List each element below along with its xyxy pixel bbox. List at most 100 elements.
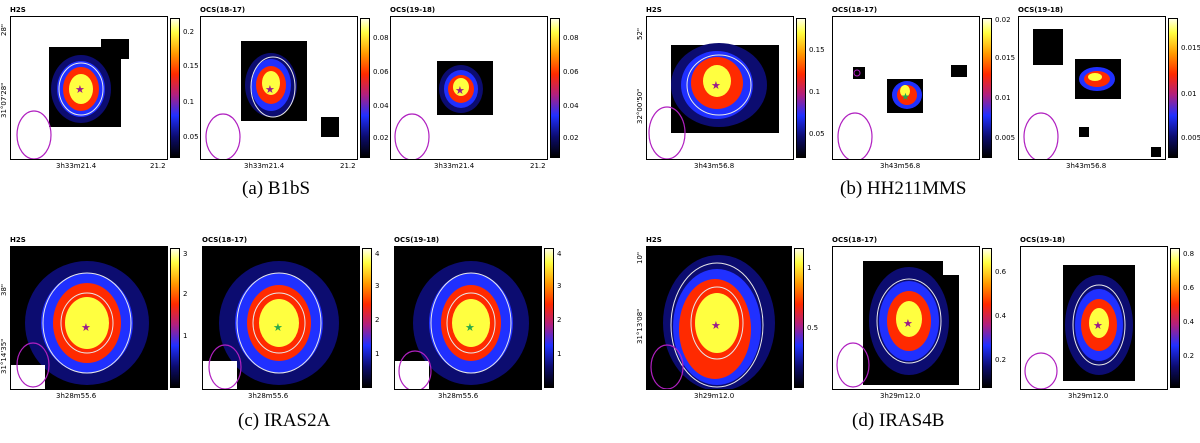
ra-axis-label: 3h33m21.4: [56, 162, 97, 170]
figure-caption: (d) IRAS4B: [852, 410, 945, 431]
colorbar: [362, 248, 372, 388]
panel-title: OCS(18-17): [202, 236, 248, 244]
ra-axis-label: 3h29m12.0: [880, 392, 921, 400]
emission-map: ★: [832, 246, 980, 390]
dec-axis-label: 10": [636, 251, 644, 264]
colorbar-tick: 0.2: [1183, 352, 1195, 360]
colorbar-tick: 0.5: [807, 324, 819, 332]
ra-axis-label: 3h29m12.0: [694, 392, 735, 400]
colorbar-tick: 1: [557, 350, 562, 358]
svg-text:★: ★: [1093, 320, 1103, 332]
emission-map-graphic: ★: [836, 261, 959, 388]
panel-title: OCS(19-18): [1020, 236, 1066, 244]
emission-map-graphic: ★: [11, 247, 167, 389]
ra-axis-label: 3h28m55.6: [56, 392, 97, 400]
colorbar-tick: 0.15: [183, 62, 199, 70]
emission-map-graphic: ★: [205, 41, 339, 159]
colorbar-tick: 0.06: [563, 68, 579, 76]
colorbar-tick: 3: [183, 250, 188, 258]
emission-map: ★: [832, 16, 980, 160]
colorbar-tick: 0.08: [373, 34, 389, 42]
colorbar: [170, 248, 180, 388]
figure-caption: (a) B1bS: [242, 178, 311, 199]
emission-map: ★: [646, 246, 792, 390]
colorbar-tick: 1: [375, 350, 380, 358]
colorbar: [550, 18, 560, 158]
colorbar-tick: 1: [183, 332, 188, 340]
colorbar-tick: 4: [557, 250, 562, 258]
emission-map: ★: [1020, 246, 1168, 390]
colorbar-tick: 0.4: [995, 312, 1007, 320]
colorbar-tick: 0.005: [1181, 134, 1200, 142]
colorbar: [1168, 18, 1178, 158]
colorbar-tick: 0.04: [563, 102, 579, 110]
svg-text:★: ★: [81, 322, 91, 334]
svg-text:★: ★: [711, 320, 721, 332]
ra-axis-label: 3h33m21.4: [244, 162, 285, 170]
colorbar: [1170, 248, 1180, 388]
ra-axis-label: 21.2: [150, 162, 166, 170]
svg-text:★: ★: [711, 80, 721, 92]
emission-map-graphic: [1023, 29, 1161, 159]
colorbar-tick: 0.01: [995, 94, 1011, 102]
colorbar-tick: 0.04: [373, 102, 389, 110]
colorbar-tick: 0.05: [183, 133, 199, 141]
colorbar-tick: 0.02: [995, 16, 1011, 24]
emission-map: [1018, 16, 1166, 160]
colorbar-tick: 0.1: [183, 98, 195, 106]
emission-map: ★: [646, 16, 794, 160]
colorbar-tick: 3: [375, 282, 380, 290]
colorbar-tick: 0.005: [995, 134, 1016, 142]
colorbar: [982, 248, 992, 388]
panel-title: H2S: [10, 236, 26, 244]
emission-map-graphic: ★: [648, 43, 779, 159]
ra-axis-label: 3h29m12.0: [1068, 392, 1109, 400]
emission-map: ★: [202, 246, 360, 390]
colorbar-tick: 0.8: [1183, 250, 1195, 258]
colorbar: [982, 18, 992, 158]
colorbar-tick: 0.2: [995, 356, 1007, 364]
colorbar: [544, 248, 554, 388]
colorbar-tick: 0.15: [809, 46, 825, 54]
figure-caption: (c) IRAS2A: [238, 410, 331, 431]
emission-map-graphic: ★: [647, 247, 791, 389]
colorbar-tick: 0.2: [183, 28, 195, 36]
emission-map-graphic: ★: [394, 61, 493, 159]
panel-title: H2S: [10, 6, 26, 14]
ra-axis-label: 3h33m21.4: [434, 162, 475, 170]
emission-map: ★: [10, 16, 168, 160]
dec-axis-label: 31°14'35": [0, 338, 8, 374]
emission-map-graphic: ★: [837, 65, 967, 159]
colorbar-tick: 0.015: [995, 54, 1016, 62]
ra-axis-label: 3h28m55.6: [438, 392, 479, 400]
dec-axis-label: 31°07'28": [0, 82, 8, 118]
panel-title: OCS(18-17): [200, 6, 246, 14]
ra-axis-label: 3h28m55.6: [248, 392, 289, 400]
colorbar-tick: 0.4: [1183, 318, 1195, 326]
colorbar-tick: 0.08: [563, 34, 579, 42]
colorbar-tick: 1: [807, 264, 812, 272]
dec-axis-label: 28": [0, 23, 8, 36]
colorbar: [360, 18, 370, 158]
panel-title: OCS(19-18): [390, 6, 436, 14]
emission-map: ★: [390, 16, 548, 160]
colorbar-tick: 0.1: [809, 88, 821, 96]
colorbar-tick: 0.02: [563, 134, 579, 142]
dec-axis-label: 32°00'50": [636, 88, 644, 124]
dec-axis-label: 52": [636, 27, 644, 40]
colorbar-tick: 4: [375, 250, 380, 258]
emission-map: ★: [394, 246, 542, 390]
panel-title: OCS(19-18): [1018, 6, 1064, 14]
ra-axis-label: 3h43m56.8: [880, 162, 921, 170]
colorbar: [794, 248, 804, 388]
svg-text:★: ★: [901, 92, 910, 103]
emission-map: ★: [10, 246, 168, 390]
emission-map-graphic: ★: [203, 247, 359, 389]
panel-title: H2S: [646, 6, 662, 14]
svg-text:★: ★: [273, 322, 283, 334]
colorbar-tick: 2: [183, 290, 188, 298]
figure-caption: (b) HH211MMS: [840, 178, 967, 199]
emission-map-graphic: ★: [16, 39, 129, 159]
dec-axis-label: 31°13'08": [636, 308, 644, 344]
ra-axis-label: 21.2: [340, 162, 356, 170]
